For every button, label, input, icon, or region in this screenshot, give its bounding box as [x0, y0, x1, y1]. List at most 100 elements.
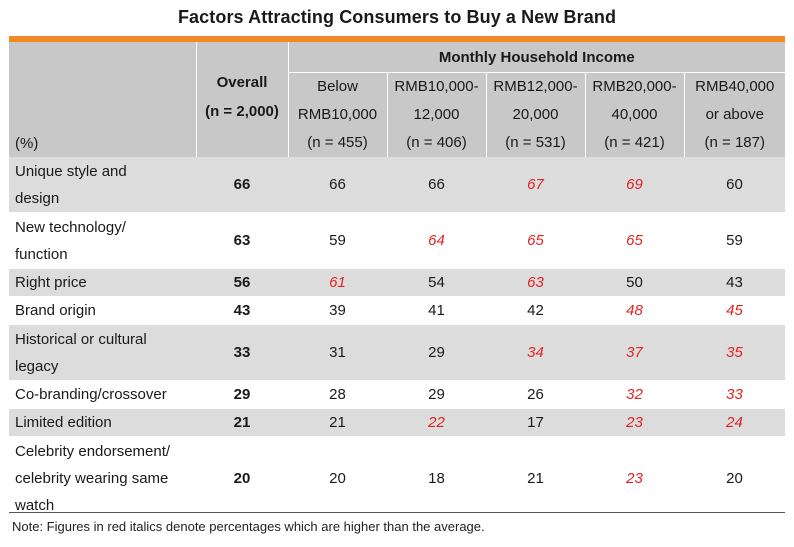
row-label-line: Right price: [15, 274, 87, 291]
value-cell: 41: [387, 296, 486, 325]
row-label-line: watch: [15, 497, 55, 514]
table-row: Co-branding/crossover 29 28 29 26 32 33: [9, 380, 786, 409]
column-header-line: 12,000: [413, 106, 460, 123]
column-header-line: (n = 531): [505, 134, 566, 151]
income-column-header: RMB10,000- 12,000 (n = 406): [387, 72, 487, 157]
column-header-line: or above: [705, 106, 764, 123]
value-cell: 43: [684, 268, 786, 297]
row-label: New technology/function: [9, 212, 196, 269]
value-cell: 17: [486, 408, 585, 437]
value-cell-above-average: 24: [684, 408, 786, 437]
column-header-line: (n = 455): [307, 134, 368, 151]
row-label-line: Historical or cultural: [15, 330, 147, 348]
data-table: (%) Overall (n = 2,000) Monthly Househol…: [9, 42, 786, 521]
column-header-line: 20,000: [512, 106, 559, 123]
value-cell: 21: [288, 408, 387, 437]
value-cell-above-average: 37: [585, 324, 684, 381]
value-cell-above-average: 64: [387, 212, 486, 269]
column-header-line: 40,000: [611, 106, 658, 123]
income-column-header: RMB40,000 or above (n = 187): [684, 72, 786, 157]
row-label-line: celebrity wearing same: [15, 470, 169, 487]
overall-value: 66: [196, 157, 288, 213]
value-cell: 60: [684, 157, 786, 213]
row-label-line: New technology/: [15, 218, 126, 236]
row-label: Right price: [9, 268, 196, 297]
value-cell-above-average: 23: [585, 408, 684, 437]
table-bottom-rule: [9, 512, 785, 513]
income-column-header: RMB20,000- 40,000 (n = 421): [585, 72, 685, 157]
value-cell: 20: [288, 436, 387, 521]
value-cell-above-average: 22: [387, 408, 486, 437]
row-label-line: design: [15, 189, 60, 207]
value-cell-above-average: 45: [684, 296, 786, 325]
value-cell: 28: [288, 380, 387, 409]
column-header-line: RMB10,000-: [394, 78, 479, 95]
table-row: Limited edition 21 21 22 17 23 24: [9, 408, 786, 437]
value-cell: 50: [585, 268, 684, 297]
table-row: Brand origin 43 39 41 42 48 45: [9, 296, 786, 325]
overall-value: 63: [196, 212, 288, 269]
overall-header-line-1: Overall: [216, 74, 268, 91]
value-cell: 59: [288, 212, 387, 269]
value-cell: 66: [288, 157, 387, 213]
table-row: Historical or cultural legacy 33 31 29 34 37 35: [9, 324, 786, 381]
column-header-line: RMB10,000: [297, 106, 378, 123]
value-cell: 42: [486, 296, 585, 325]
overall-value: 56: [196, 268, 288, 297]
value-cell-above-average: 63: [486, 268, 585, 297]
footnote: Note: Figures in red italics denote perc…: [12, 519, 485, 534]
chart-title: Factors Attracting Consumers to Buy a Ne…: [177, 7, 617, 27]
value-cell: 59: [684, 212, 786, 269]
row-label: Unique style and design: [9, 157, 196, 213]
value-cell: 54: [387, 268, 486, 297]
table-row: New technology/function 63 59 64 65 65 59: [9, 212, 786, 269]
row-label: Celebrity endorsement/celebrity wearing …: [9, 436, 196, 521]
value-cell-above-average: 65: [585, 212, 684, 269]
value-cell-above-average: 32: [585, 380, 684, 409]
row-label-line: legacy: [15, 357, 59, 375]
value-cell-above-average: 35: [684, 324, 786, 381]
column-header-line: RMB40,000: [695, 78, 775, 95]
value-cell: 39: [288, 296, 387, 325]
row-label: Limited edition: [9, 408, 196, 437]
unit-label: (%): [9, 42, 197, 157]
value-cell: 20: [684, 436, 786, 521]
column-header-line: (n = 187): [704, 134, 765, 151]
table-row: Unique style and design 66 66 66 67 69 60: [9, 157, 786, 213]
value-cell-above-average: 33: [684, 380, 786, 409]
value-cell-above-average: 65: [486, 212, 585, 269]
value-cell: 29: [387, 380, 486, 409]
row-label-line: Unique style and: [15, 162, 127, 180]
value-cell: 21: [486, 436, 585, 521]
value-cell-above-average: 23: [585, 436, 684, 521]
value-cell: 66: [387, 157, 486, 213]
overall-value: 33: [196, 324, 288, 381]
row-label: Brand origin: [9, 296, 196, 325]
row-label: Historical or cultural legacy: [9, 324, 196, 381]
value-cell: 26: [486, 380, 585, 409]
row-label: Co-branding/crossover: [9, 380, 196, 409]
row-label-line: Limited edition: [15, 414, 112, 431]
income-column-header: Below RMB10,000 (n = 455): [288, 72, 388, 157]
table-row: Right price 56 61 54 63 50 43: [9, 268, 786, 297]
table-row: Celebrity endorsement/celebrity wearing …: [9, 436, 786, 521]
value-cell-above-average: 69: [585, 157, 684, 213]
overall-value: 20: [196, 436, 288, 521]
income-group-header: Monthly Household Income: [288, 42, 786, 73]
income-column-header: RMB12,000- 20,000 (n = 531): [486, 72, 586, 157]
column-header-line: RMB20,000-: [592, 78, 677, 95]
row-label-line: Brand origin: [15, 302, 96, 319]
value-cell-above-average: 61: [288, 268, 387, 297]
value-cell: 29: [387, 324, 486, 381]
value-cell: 18: [387, 436, 486, 521]
overall-value: 29: [196, 380, 288, 409]
overall-value: 43: [196, 296, 288, 325]
column-header-line: RMB12,000-: [493, 78, 578, 95]
value-cell-above-average: 34: [486, 324, 585, 381]
column-header-line: (n = 406): [406, 134, 467, 151]
row-label-line: Co-branding/crossover: [15, 386, 167, 403]
value-cell-above-average: 67: [486, 157, 585, 213]
title-accent-rule: [9, 36, 785, 42]
row-label-line: Celebrity endorsement/: [15, 443, 171, 460]
overall-header-line-2: (n = 2,000): [205, 103, 279, 120]
